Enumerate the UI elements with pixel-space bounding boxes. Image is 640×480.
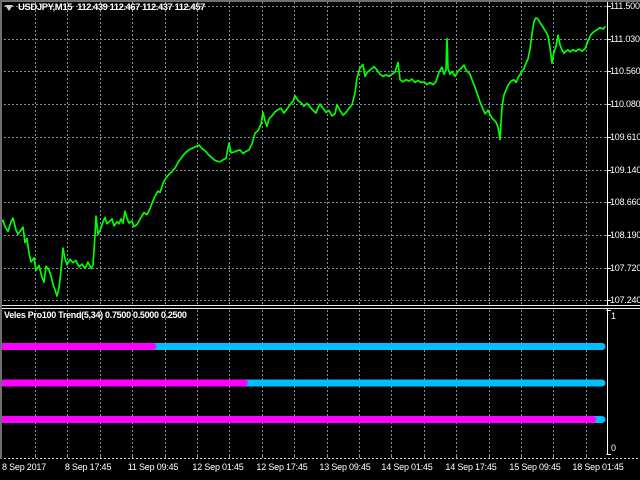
price-axis-label: 108.660 — [610, 197, 640, 207]
collapse-triangle-icon[interactable] — [5, 4, 13, 11]
price-axis-label: 107.240 — [610, 295, 640, 305]
time-axis-label: 14 Sep 17:45 — [445, 462, 497, 472]
price-axis-label: 107.720 — [610, 263, 640, 273]
price-line-series — [0, 16, 606, 297]
window-border-left — [0, 0, 2, 459]
price-axis-label: 111.030 — [610, 34, 640, 44]
time-axis-label: 12 Sep 01:45 — [192, 462, 244, 472]
window-border-top — [0, 0, 640, 2]
time-axis-label: 15 Sep 09:45 — [509, 462, 561, 472]
chart-title-bar: USDJPY,M15 112.439 112.467 112.437 112.4… — [5, 2, 205, 13]
indicator-scale-bottom-label: 0 — [611, 443, 616, 453]
time-axis-label: 14 Sep 01:45 — [381, 462, 433, 472]
chart-title-symbol: USDJPY,M15 — [18, 2, 73, 13]
chart-title-ohlc: 112.439 112.467 112.437 112.457 — [77, 2, 205, 13]
price-axis-label: 110.560 — [610, 66, 640, 76]
indicator-scale-top-label: 1 — [611, 311, 616, 321]
time-axis-label: 18 Sep 01:45 — [572, 462, 624, 472]
price-axis-label: 111.500 — [610, 1, 640, 11]
price-axis-label: 109.610 — [610, 132, 640, 142]
time-axis-label: 12 Sep 17:45 — [256, 462, 308, 472]
price-axis-label: 110.080 — [610, 99, 640, 109]
time-axis-label: 13 Sep 09:45 — [319, 462, 371, 472]
time-axis-label: 8 Sep 17:45 — [64, 462, 112, 472]
time-axis-label: 11 Sep 09:45 — [127, 462, 179, 472]
price-axis-label: 109.140 — [610, 165, 640, 175]
price-axis-label: 108.190 — [610, 230, 640, 240]
panel-splitter[interactable] — [0, 305, 640, 306]
time-axis-label: 8 Sep 2017 — [1, 462, 47, 472]
indicator-label: Veles Pro100 Trend(5,34) 0.7500 0.5000 0… — [4, 310, 187, 320]
